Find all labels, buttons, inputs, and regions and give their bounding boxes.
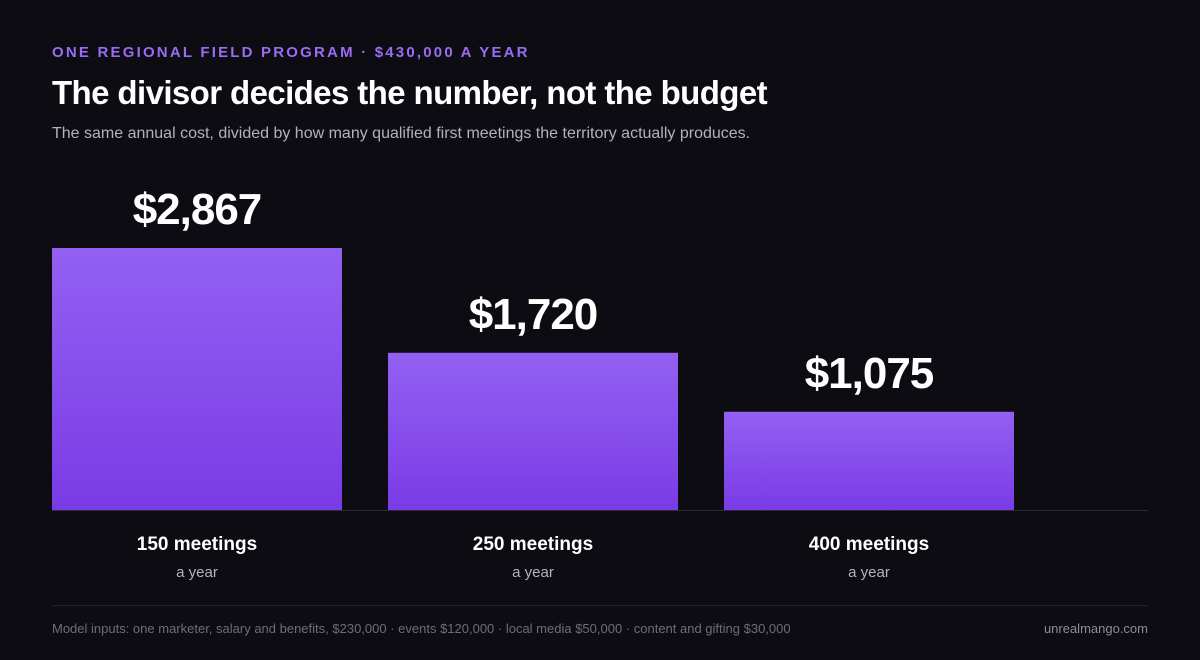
category-sublabel-2: a year (512, 564, 554, 581)
site-credit: unrealmango.com (1043, 621, 1148, 636)
category-label-1: 150 meetings (137, 534, 257, 555)
bar-chart: $2,867 150 meetings a year $1,720 250 meetin… (52, 185, 1148, 581)
category-label-2: 250 meetings (473, 534, 593, 555)
bars-layer (52, 248, 1014, 510)
chart-subtitle: The same annual cost, divided by how man… (52, 125, 751, 142)
bar-value-label-2: $1,720 (469, 290, 598, 339)
bar-3 (724, 411, 1014, 510)
bar-value-label-3: $1,075 (805, 349, 934, 398)
bar-2 (388, 352, 678, 510)
model-inputs-note: Model inputs: one marketer, salary and b… (52, 621, 791, 636)
footer-divider (52, 605, 1148, 606)
bar-value-label-1: $2,867 (133, 185, 262, 234)
eyebrow-label: ONE REGIONAL FIELD PROGRAM · $430,000 A … (52, 44, 530, 61)
category-sublabel-1: a year (176, 564, 218, 581)
labels-layer: $2,867 150 meetings a year $1,720 250 meetin… (133, 185, 935, 581)
category-label-3: 400 meetings (809, 534, 929, 555)
category-sublabel-3: a year (848, 564, 890, 581)
chart-title: The divisor decides the number, not the … (52, 74, 768, 111)
bar-1 (52, 248, 342, 510)
